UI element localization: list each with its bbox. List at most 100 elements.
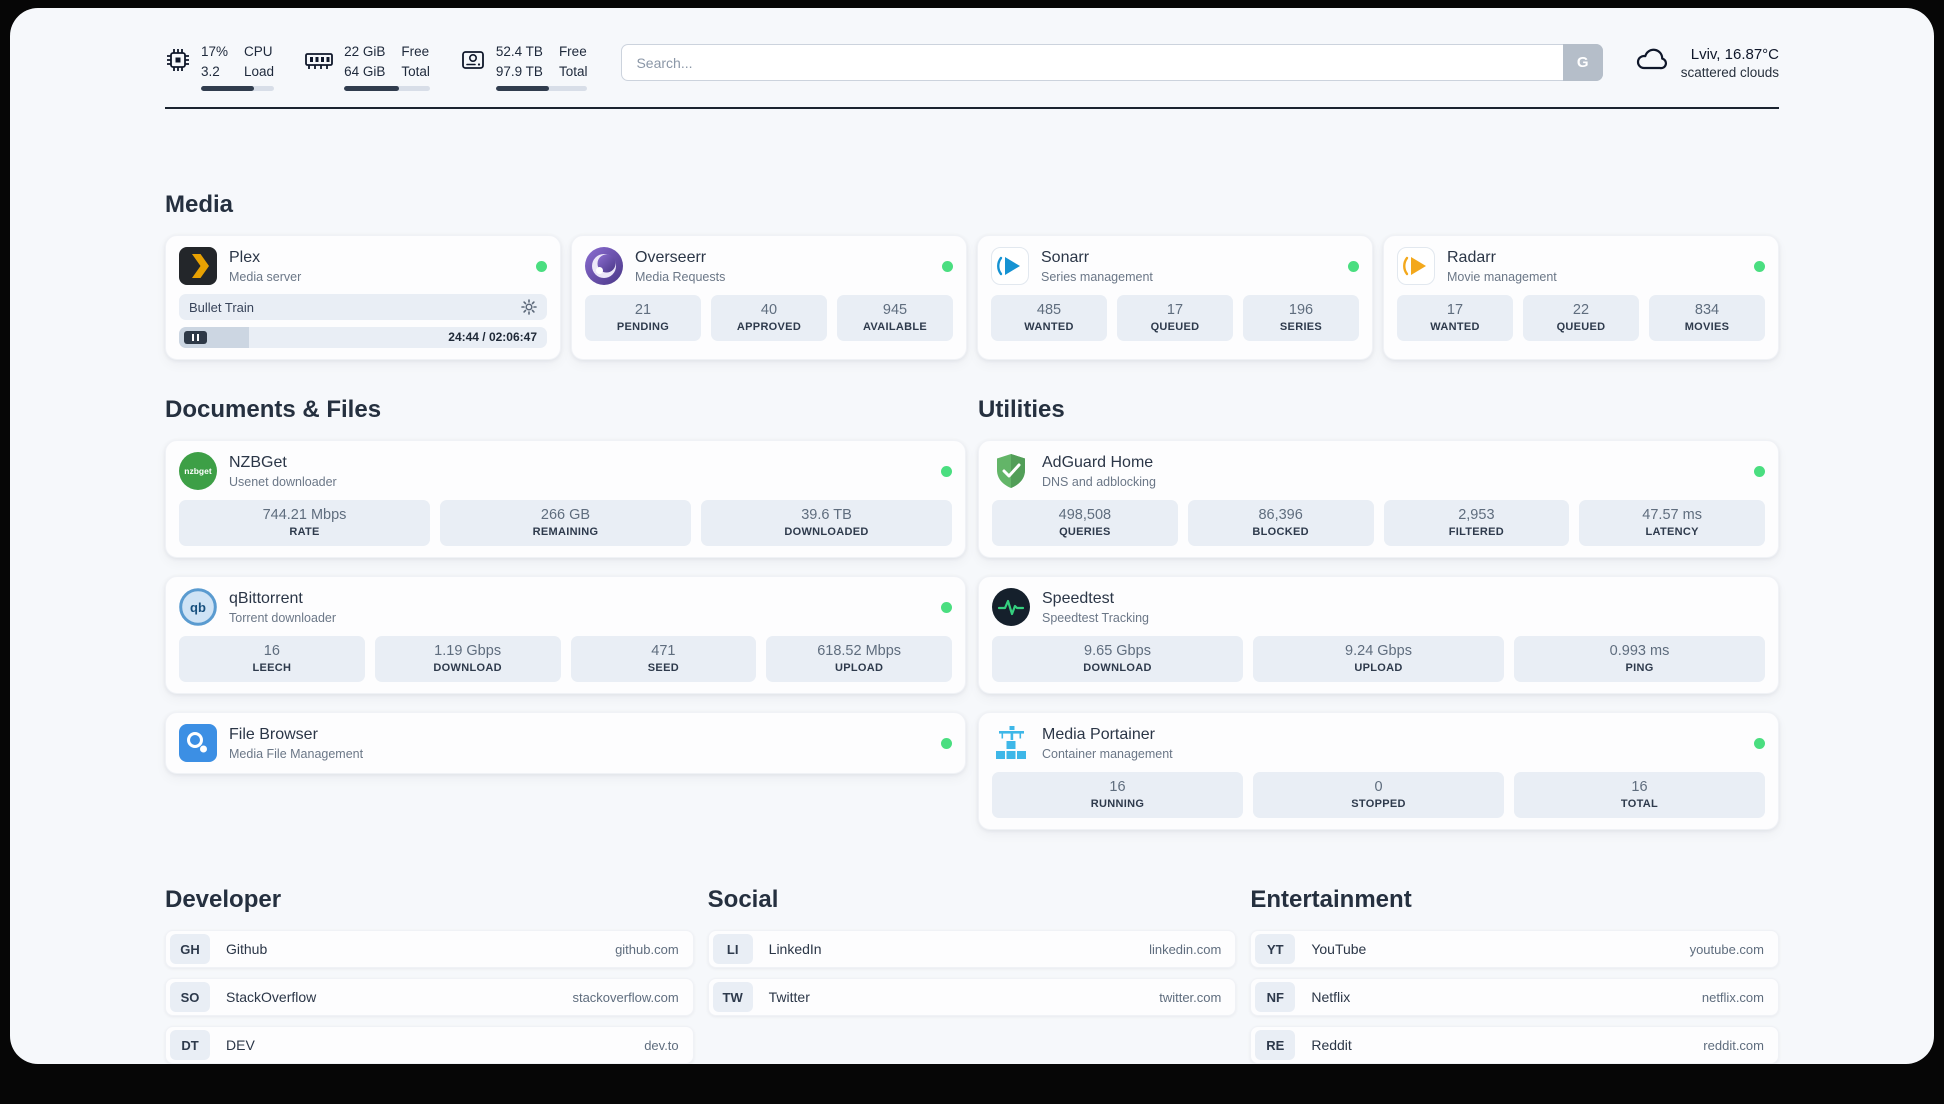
cpu-bar-fill	[201, 86, 254, 92]
stat-tile: 16 RUNNING	[992, 772, 1243, 819]
service-title: NZBGet	[229, 454, 287, 472]
bookmark-name: LinkedIn	[768, 941, 822, 958]
disk-metric: 52.4 TB 97.9 TB Free Total	[460, 42, 588, 92]
weather-widget: Lviv, 16.87°C scattered clouds	[1633, 44, 1779, 80]
service-card-nzbget[interactable]: nzbget NZBGet Usenet downloader 744.21 M…	[165, 440, 966, 559]
status-dot	[941, 737, 952, 749]
section-title-media: Media	[165, 191, 234, 219]
cpu-label-1: CPU	[244, 44, 273, 59]
filebrowser-icon	[179, 724, 217, 763]
bookmark-netflix[interactable]: NF Netflix netflix.com	[1250, 978, 1779, 1017]
disk-icon	[460, 47, 486, 91]
service-card-radarr[interactable]: Radarr Movie management 17 WANTED 22 QUE…	[1383, 235, 1779, 361]
status-dot	[1348, 260, 1359, 272]
bookmark-github[interactable]: GH Github github.com	[165, 930, 694, 969]
plex-icon	[179, 247, 217, 286]
speedtest-icon	[992, 588, 1030, 627]
service-title: Overseerr	[635, 249, 707, 267]
status-dot	[941, 465, 952, 477]
cpu-bar	[201, 86, 275, 92]
stat-tile: 21 PENDING	[585, 295, 701, 342]
service-subtitle: DNS and adblocking	[1042, 475, 1156, 490]
qbittorrent-icon: qb	[179, 588, 217, 626]
disk-label-1: Free	[558, 44, 587, 59]
bookmark-linkedin[interactable]: LI LinkedIn linkedin.com	[707, 930, 1237, 969]
service-title: qBittorrent	[229, 590, 303, 608]
cpu-label-2: Load	[244, 63, 275, 79]
disk-free: 52.4 TB	[495, 44, 543, 59]
service-subtitle: Media File Management	[229, 747, 364, 762]
documents-section: Documents & Files nzbget NZBGet Usenet d…	[165, 396, 966, 830]
stat-tile: 834 MOVIES	[1649, 295, 1765, 342]
bookmark-url: dev.to	[644, 1037, 679, 1053]
bookmark-abbr: TW	[712, 982, 753, 1013]
bookmark-youtube[interactable]: YT YouTube youtube.com	[1250, 930, 1779, 969]
ram-label-1: Free	[401, 44, 430, 59]
bookmark-url: reddit.com	[1703, 1037, 1764, 1053]
stat-tile: 945 AVAILABLE	[837, 295, 953, 342]
bookmark-group-social: Social LI LinkedIn linkedin.com TW Twitt…	[707, 886, 1237, 1064]
pause-icon[interactable]	[184, 331, 207, 345]
service-subtitle: Series management	[1041, 270, 1153, 285]
bookmark-group-entertainment: Entertainment YT YouTube youtube.com NF …	[1250, 886, 1779, 1064]
disk-total: 97.9 TB	[495, 63, 543, 79]
stat-tile: 0.993 ms PING	[1514, 636, 1765, 683]
service-subtitle: Speedtest Tracking	[1042, 611, 1150, 626]
bookmark-reddit[interactable]: RE Reddit reddit.com	[1250, 1026, 1779, 1064]
ram-bar-fill	[344, 86, 399, 92]
bookmark-url: netflix.com	[1701, 989, 1764, 1005]
service-card-portainer[interactable]: Media Portainer Container management 16 …	[978, 712, 1779, 831]
bookmark-stackoverflow[interactable]: SO StackOverflow stackoverflow.com	[165, 978, 694, 1017]
ram-icon	[304, 47, 334, 91]
disk-label-2: Total	[558, 63, 588, 79]
search-engine-button[interactable]: G	[1562, 44, 1603, 81]
service-card-plex[interactable]: Plex Media server Bullet Train	[165, 235, 561, 361]
bookmark-abbr: YT	[1255, 934, 1296, 965]
service-title: File Browser	[229, 726, 318, 744]
stat-tile: 0 STOPPED	[1253, 772, 1504, 819]
ram-label-2: Total	[401, 63, 430, 79]
service-card-adguard[interactable]: AdGuard Home DNS and adblocking 498,508 …	[978, 440, 1779, 559]
service-title: Media Portainer	[1042, 726, 1155, 744]
stat-tile: 498,508 QUERIES	[992, 500, 1178, 547]
bookmark-name: Github	[226, 941, 268, 958]
bookmark-abbr: DT	[170, 1030, 210, 1061]
bookmark-twitter[interactable]: TW Twitter twitter.com	[707, 978, 1237, 1017]
radarr-icon	[1397, 247, 1435, 286]
stat-tile: 266 GB REMAINING	[440, 500, 691, 547]
bookmark-url: linkedin.com	[1149, 941, 1222, 957]
gear-icon[interactable]	[521, 299, 537, 315]
service-card-qbittorrent[interactable]: qb qBittorrent Torrent downloader 16 LEE…	[165, 576, 966, 695]
section-title-utilities: Utilities	[978, 396, 1065, 424]
stat-tile: 618.52 Mbps UPLOAD	[766, 636, 952, 683]
ram-metric: 22 GiB 64 GiB Free Total	[304, 42, 430, 92]
status-dot	[536, 260, 547, 272]
now-playing-progress[interactable]: 24:44 / 02:06:47	[179, 327, 547, 349]
search-bar: G	[621, 44, 1603, 81]
status-dot	[1754, 465, 1765, 477]
overseerr-icon	[585, 247, 623, 286]
cpu-percent: 17%	[201, 44, 229, 59]
bookmark-name: Reddit	[1311, 1037, 1352, 1054]
stat-tile: 47.57 ms LATENCY	[1579, 500, 1765, 547]
service-title: Sonarr	[1041, 249, 1090, 267]
bookmark-abbr: LI	[712, 934, 753, 965]
search-input[interactable]	[621, 44, 1603, 81]
media-section: Media Plex Media server	[165, 191, 1779, 361]
playback-time: 24:44 / 02:06:47	[448, 330, 537, 345]
service-title: Speedtest	[1042, 590, 1115, 608]
disk-bar	[495, 86, 588, 92]
stat-tile: 471 SEED	[570, 636, 757, 683]
section-title-documents: Documents & Files	[165, 396, 382, 424]
service-card-overseerr[interactable]: Overseerr Media Requests 21 PENDING 40 A…	[571, 235, 967, 361]
bookmark-name: Twitter	[768, 989, 810, 1006]
service-card-speedtest[interactable]: Speedtest Speedtest Tracking 9.65 Gbps D…	[978, 576, 1779, 695]
cpu-metric: 17% 3.2 CPU Load	[165, 42, 275, 92]
bookmark-dev[interactable]: DT DEV dev.to	[165, 1026, 694, 1064]
service-card-sonarr[interactable]: Sonarr Series management 485 WANTED 17 Q…	[977, 235, 1373, 361]
service-card-filebrowser[interactable]: File Browser Media File Management	[165, 712, 966, 775]
stat-tile: 40 APPROVED	[711, 295, 827, 342]
bookmark-url: twitter.com	[1159, 989, 1222, 1005]
now-playing-title: Bullet Train	[179, 294, 547, 321]
stat-tile: 16 TOTAL	[1514, 772, 1765, 819]
